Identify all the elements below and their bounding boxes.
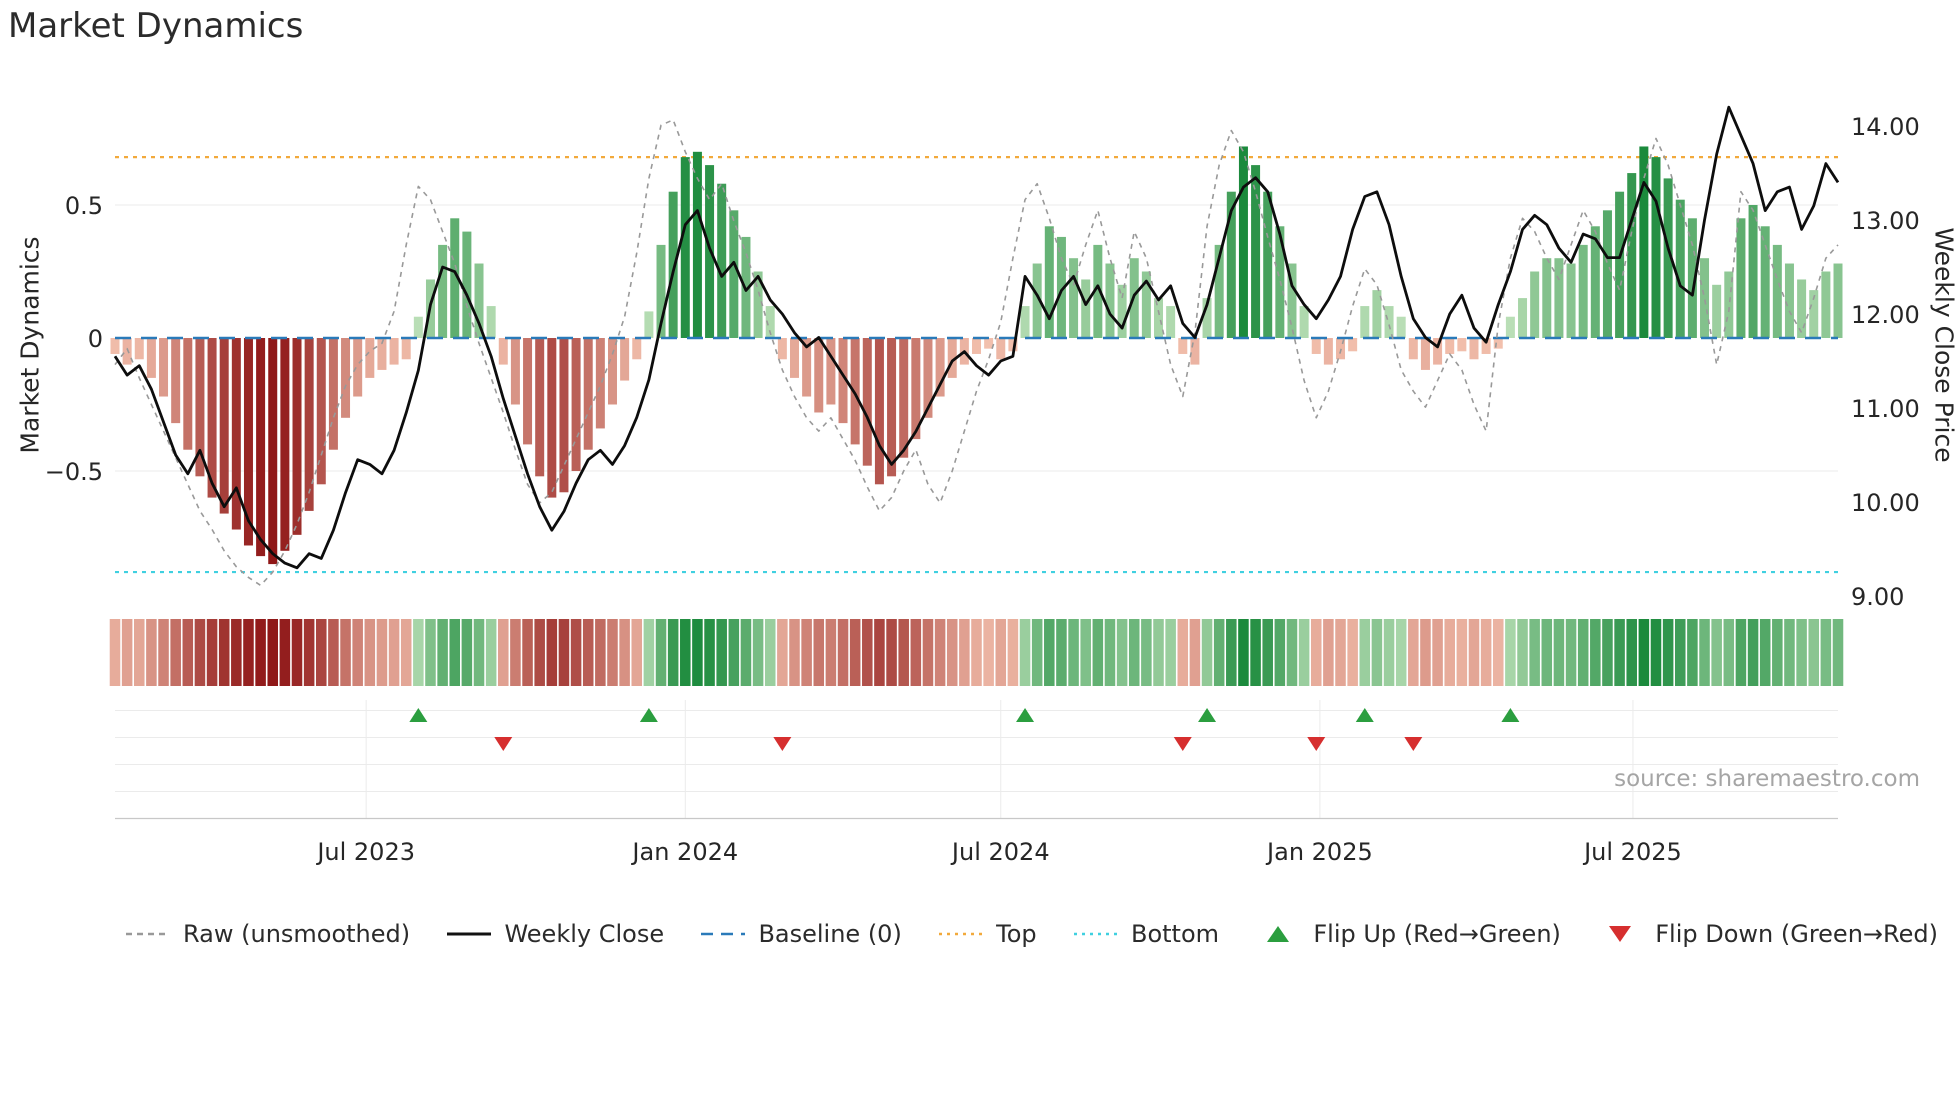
flip-up-icon xyxy=(1016,708,1035,722)
right-tick-labels: 14.00 13.00 12.00 11.00 10.00 9.00 xyxy=(1851,113,1920,611)
source-attribution: source: sharemaestro.com xyxy=(1614,766,1920,792)
legend-dotted-icon xyxy=(939,932,984,936)
right-tick-label: 10.00 xyxy=(1851,489,1920,517)
raw-line xyxy=(114,119,1839,587)
flip-down-icon xyxy=(1307,737,1326,751)
right-tick-label: 13.00 xyxy=(1851,207,1920,235)
legend-item-flip-up-red-green: Flip Up (Red→Green) xyxy=(1255,920,1561,948)
legend-label: Top xyxy=(996,920,1037,948)
legend-item-raw-unsmoothed: Raw (unsmoothed) xyxy=(125,920,410,948)
chart-legend: Raw (unsmoothed) Weekly Close Baseline (0)… xyxy=(125,920,1938,948)
left-tick-label: 0 xyxy=(88,325,103,353)
oscillator-bars xyxy=(110,146,1843,565)
flip-down-icon xyxy=(773,737,792,751)
flip-up-icon xyxy=(1198,708,1217,722)
flip-up-icon xyxy=(409,708,428,722)
x-tick-label: Jan 2025 xyxy=(1265,838,1373,866)
legend-label: Weekly Close xyxy=(504,920,665,948)
legend-label: Raw (unsmoothed) xyxy=(183,920,411,948)
right-tick-label: 14.00 xyxy=(1851,113,1920,141)
flip-down-icon xyxy=(1404,737,1423,751)
page-title: Market Dynamics xyxy=(8,6,304,46)
legend-item-bottom: Bottom xyxy=(1073,920,1219,948)
flip-up-icon xyxy=(639,708,658,722)
right-tick-label: 12.00 xyxy=(1851,301,1920,329)
legend-dotted-icon xyxy=(1073,932,1118,936)
legend-label: Flip Down (Green→Red) xyxy=(1655,920,1938,948)
flip-up-icon xyxy=(1355,708,1374,722)
x-tick-label: Jul 2025 xyxy=(1582,838,1682,866)
left-tick-labels: 0.5 0 −0.5 xyxy=(45,192,103,486)
flip-down-icon xyxy=(1173,737,1192,751)
right-tick-label: 9.00 xyxy=(1851,583,1904,611)
main-gridlines xyxy=(115,204,1838,472)
right-tick-label: 11.00 xyxy=(1851,395,1920,423)
legend-triangle-down-icon xyxy=(1609,926,1632,942)
flip-up-markers xyxy=(409,708,1520,722)
legend-item-flip-down-green-red: Flip Down (Green→Red) xyxy=(1597,920,1938,948)
legend-label: Bottom xyxy=(1130,920,1220,948)
weekly-close-line xyxy=(113,105,1840,570)
x-tick-label: Jul 2023 xyxy=(315,838,415,866)
flip-up-icon xyxy=(1501,708,1520,722)
legend-solid-icon xyxy=(447,932,492,936)
left-tick-label: 0.5 xyxy=(65,192,103,220)
legend-triangle-up-icon xyxy=(1267,926,1290,942)
heatmap-strip xyxy=(109,619,1844,686)
flip-down-icon xyxy=(494,737,513,751)
legend-label: Baseline (0) xyxy=(758,920,902,948)
legend-item-baseline-0: Baseline (0) xyxy=(700,920,902,948)
left-tick-label: −0.5 xyxy=(45,458,103,486)
legend-item-weekly-close: Weekly Close xyxy=(446,920,664,948)
marker-subplot-grid xyxy=(115,700,1838,820)
x-tick-label: Jan 2024 xyxy=(630,838,738,866)
legend-dashed-long-icon xyxy=(701,932,746,936)
x-tick-label: Jul 2024 xyxy=(950,838,1050,866)
legend-item-top: Top xyxy=(938,920,1037,948)
legend-dashed-icon xyxy=(126,932,170,936)
legend-label: Flip Up (Red→Green) xyxy=(1313,920,1561,948)
flip-down-markers xyxy=(494,737,1423,751)
x-tick-labels: Jul 2023 Jan 2024 Jul 2024 Jan 2025 Jul 2025 xyxy=(315,838,1681,866)
